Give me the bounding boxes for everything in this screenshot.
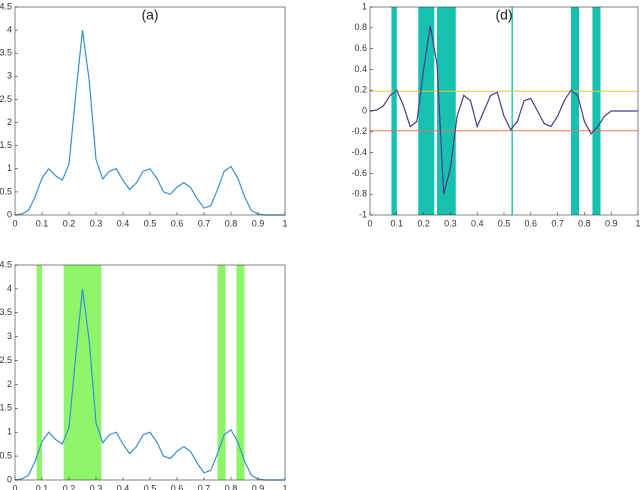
x-tick-label: 0.1 (36, 218, 49, 228)
x-tick-label: 0.4 (471, 218, 484, 228)
y-tick-label: 2.5 (0, 355, 12, 365)
x-tick-label: 0 (12, 483, 17, 490)
x-tick-label: 0.6 (171, 483, 184, 490)
y-tick-label: 0.5 (0, 186, 12, 196)
y-tick-label: 2 (7, 379, 12, 389)
y-tick-label: -0.2 (351, 126, 367, 136)
data-line (14, 288, 285, 481)
y-tick-label: 3.5 (0, 48, 12, 58)
x-tick-label: 0.1 (391, 218, 404, 228)
y-tick-label: 4.5 (0, 1, 12, 11)
x-tick-label: 0.8 (225, 218, 238, 228)
highlight-band (391, 7, 397, 215)
highlight-band (592, 7, 601, 215)
y-tick-label: -0.4 (351, 147, 367, 157)
y-tick-label: 3 (7, 71, 12, 81)
y-tick-label: 1 (7, 163, 12, 173)
x-tick-label: 0.5 (498, 218, 511, 228)
x-tick-label: 0.7 (198, 483, 211, 490)
y-tick-label: 3 (7, 331, 12, 341)
chart-title: (a) (141, 7, 158, 23)
highlight-band (418, 7, 435, 215)
x-tick-label: 0.7 (198, 218, 211, 228)
y-tick-label: 1.5 (0, 140, 12, 150)
x-tick-label: 0.4 (117, 218, 130, 228)
highlight-band (511, 7, 513, 215)
x-tick-label: 0.6 (171, 218, 184, 228)
y-tick-label: 2 (7, 117, 12, 127)
x-tick-label: 1 (282, 218, 287, 228)
x-tick-label: 0.8 (225, 483, 238, 490)
x-tick-label: 0.5 (144, 483, 157, 490)
y-tick-label: 0.8 (354, 22, 367, 32)
x-tick-label: 0.2 (63, 483, 76, 490)
x-tick-label: 0.3 (444, 218, 457, 228)
x-tick-label: 0.2 (417, 218, 430, 228)
highlight-band (36, 265, 42, 480)
y-tick-label: 0 (7, 209, 12, 219)
y-tick-label: 1 (362, 1, 367, 11)
x-tick-label: 1 (282, 483, 287, 490)
y-tick-label: 0.4 (354, 64, 367, 74)
x-tick-label: 0.9 (605, 218, 618, 228)
x-tick-label: 0.1 (36, 483, 49, 490)
chart-title: (d) (495, 7, 512, 23)
x-tick-label: 0 (367, 218, 372, 228)
x-tick-label: 0.3 (90, 218, 103, 228)
x-tick-label: 0.9 (252, 218, 265, 228)
y-tick-label: 0 (362, 105, 367, 115)
data-line (369, 25, 638, 195)
axes-box (14, 6, 286, 216)
y-tick-label: -1 (359, 209, 367, 219)
x-tick-label: 1 (635, 218, 640, 228)
y-tick-label: 1.5 (0, 403, 12, 413)
y-tick-label: 0 (7, 474, 12, 484)
y-tick-label: 4.5 (0, 259, 12, 269)
y-tick-label: -0.8 (351, 189, 367, 199)
x-tick-label: 0.2 (63, 218, 76, 228)
x-tick-label: 0.5 (144, 218, 157, 228)
y-tick-label: 0.6 (354, 43, 367, 53)
y-tick-label: 4 (7, 283, 12, 293)
data-line (14, 30, 285, 216)
x-tick-label: 0 (12, 218, 17, 228)
x-tick-label: 0.4 (117, 483, 130, 490)
y-tick-label: 0.5 (0, 450, 12, 460)
highlight-band (236, 265, 245, 480)
x-tick-label: 0.8 (578, 218, 591, 228)
x-tick-label: 0.9 (252, 483, 265, 490)
y-tick-label: 4 (7, 24, 12, 34)
y-tick-label: 3.5 (0, 307, 12, 317)
x-tick-label: 0.6 (525, 218, 538, 228)
y-tick-label: 0.2 (354, 85, 367, 95)
x-tick-label: 0.7 (551, 218, 564, 228)
highlight-band (63, 265, 102, 480)
x-tick-label: 0.3 (90, 483, 103, 490)
y-tick-label: 1 (7, 427, 12, 437)
highlight-band (217, 265, 226, 480)
y-tick-label: -0.6 (351, 168, 367, 178)
highlight-band (571, 7, 580, 215)
y-tick-label: 2.5 (0, 94, 12, 104)
